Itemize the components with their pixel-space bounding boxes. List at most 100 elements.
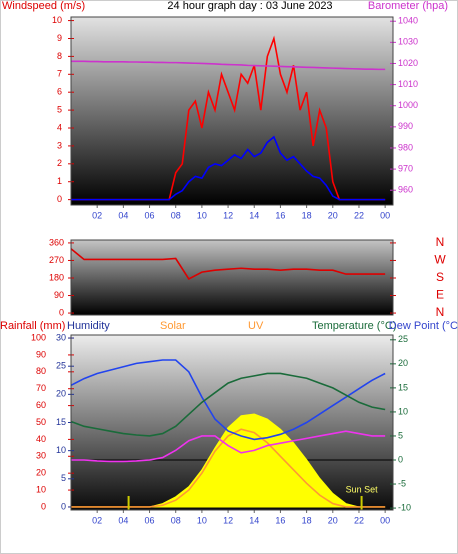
y-tick-label: 9: [57, 33, 62, 43]
y-tick-label: 80: [36, 366, 46, 376]
chart-title: 24 hour graph day : 03 June 2023: [167, 0, 332, 12]
y-tick-label: 180: [49, 272, 64, 282]
x-tick-label: 06: [145, 515, 155, 525]
y2-tick-label: 5: [398, 430, 403, 440]
y-tick-label: 100: [31, 332, 46, 342]
line: [71, 430, 386, 463]
y3-tick-label: 10: [56, 445, 66, 455]
y2-tick-label: 0: [398, 454, 403, 464]
y2-tick-label: 10: [398, 406, 408, 416]
y2-tick-label: S: [436, 270, 444, 284]
x-tick-label: 02: [92, 210, 102, 220]
y2-tick-label: 990: [398, 121, 413, 131]
y-tick-label: 60: [36, 400, 46, 410]
x-tick-label: 00: [380, 210, 390, 220]
y-tick-label: 6: [57, 87, 62, 97]
x-tick-label: 20: [328, 210, 338, 220]
y2-tick-label: E: [436, 288, 444, 302]
x-tick-label: 14: [249, 515, 259, 525]
y2-axis-title: Barometer (hpa): [368, 0, 448, 12]
y-tick-label: 7: [57, 69, 62, 79]
line: [70, 372, 386, 437]
plot-border: [70, 334, 394, 511]
y-tick-label: 10: [52, 15, 62, 25]
y2-tick-label: 970: [398, 163, 413, 173]
y2-tick-label: 1000: [398, 100, 418, 110]
x-tick-label: 18: [302, 515, 312, 525]
y-tick-label: 70: [36, 383, 46, 393]
x-tick-label: 08: [171, 210, 181, 220]
x-tick-label: 16: [275, 210, 285, 220]
legend-label: Dew Point (°C: [389, 320, 458, 332]
plot-area: [71, 17, 393, 205]
line: [71, 135, 386, 201]
y2-tick-label: 1020: [398, 58, 418, 68]
y3-tick-label: 20: [56, 389, 66, 399]
y3-axis-title: Rainfall (mm): [0, 320, 65, 332]
x-tick-label: 20: [328, 515, 338, 525]
y3-tick-label: 15: [56, 417, 66, 427]
y-tick-label: 0: [57, 194, 62, 204]
y-tick-label: 90: [54, 290, 64, 300]
y2-tick-label: W: [434, 253, 446, 267]
y3-tick-label: 30: [56, 332, 66, 342]
y-tick-label: 5: [57, 104, 62, 114]
x-tick-label: 12: [223, 210, 233, 220]
y-tick-label: 50: [36, 417, 46, 427]
y-tick-label: 4: [57, 122, 62, 132]
y3-tick-label: 25: [56, 361, 66, 371]
y2-tick-label: 20: [398, 358, 408, 368]
plot-area: [71, 240, 393, 315]
legend-label: Temperature (°C): [312, 320, 396, 332]
x-tick-label: 16: [275, 515, 285, 525]
sunset-label: Sun Set: [346, 484, 379, 494]
plot-border: [70, 239, 394, 316]
x-tick-label: 06: [145, 210, 155, 220]
y-tick-label: 20: [36, 468, 46, 478]
plot-border: [70, 16, 394, 206]
y-tick-label: 90: [36, 349, 46, 359]
x-tick-label: 10: [197, 210, 207, 220]
line: [70, 248, 386, 281]
y2-tick-label: 15: [398, 382, 408, 392]
y2-tick-label: 980: [398, 142, 413, 152]
y3-tick-label: 5: [61, 473, 66, 483]
x-tick-label: 22: [354, 515, 364, 525]
x-tick-label: 18: [302, 210, 312, 220]
y2-tick-label: 960: [398, 185, 413, 195]
y-axis-title: Windspeed (m/s): [2, 0, 85, 12]
x-tick-label: 04: [118, 515, 128, 525]
y-tick-label: 3: [57, 140, 62, 150]
y2-tick-label: 1030: [398, 37, 418, 47]
y2-tick-label: N: [436, 305, 445, 319]
legend-label: UV: [248, 320, 264, 332]
x-tick-label: 12: [223, 515, 233, 525]
x-tick-label: 02: [92, 515, 102, 525]
x-tick-label: 08: [171, 515, 181, 525]
y-tick-label: 1: [57, 176, 62, 186]
y2-tick-label: N: [436, 235, 445, 249]
y-tick-label: 40: [36, 434, 46, 444]
legend-label: Solar: [160, 320, 186, 332]
legend-label: Humidity: [67, 320, 110, 332]
y-tick-label: 0: [59, 307, 64, 317]
x-tick-label: 14: [249, 210, 259, 220]
y-tick-label: 270: [49, 255, 64, 265]
y2-tick-label: 25: [398, 334, 408, 344]
x-tick-label: 00: [380, 515, 390, 525]
line: [70, 359, 386, 441]
y-tick-label: 360: [49, 237, 64, 247]
y-tick-label: 10: [36, 484, 46, 494]
y3-tick-label: 0: [61, 501, 66, 511]
y-tick-label: 0: [41, 501, 46, 511]
line: [71, 60, 386, 71]
y-tick-label: 2: [57, 158, 62, 168]
y2-tick-label: -10: [398, 502, 411, 512]
y2-tick-label: -5: [398, 478, 406, 488]
y2-tick-label: 1010: [398, 79, 418, 89]
x-tick-label: 22: [354, 210, 364, 220]
y2-tick-label: 1040: [398, 16, 418, 26]
x-tick-label: 10: [197, 515, 207, 525]
line: [71, 428, 386, 508]
